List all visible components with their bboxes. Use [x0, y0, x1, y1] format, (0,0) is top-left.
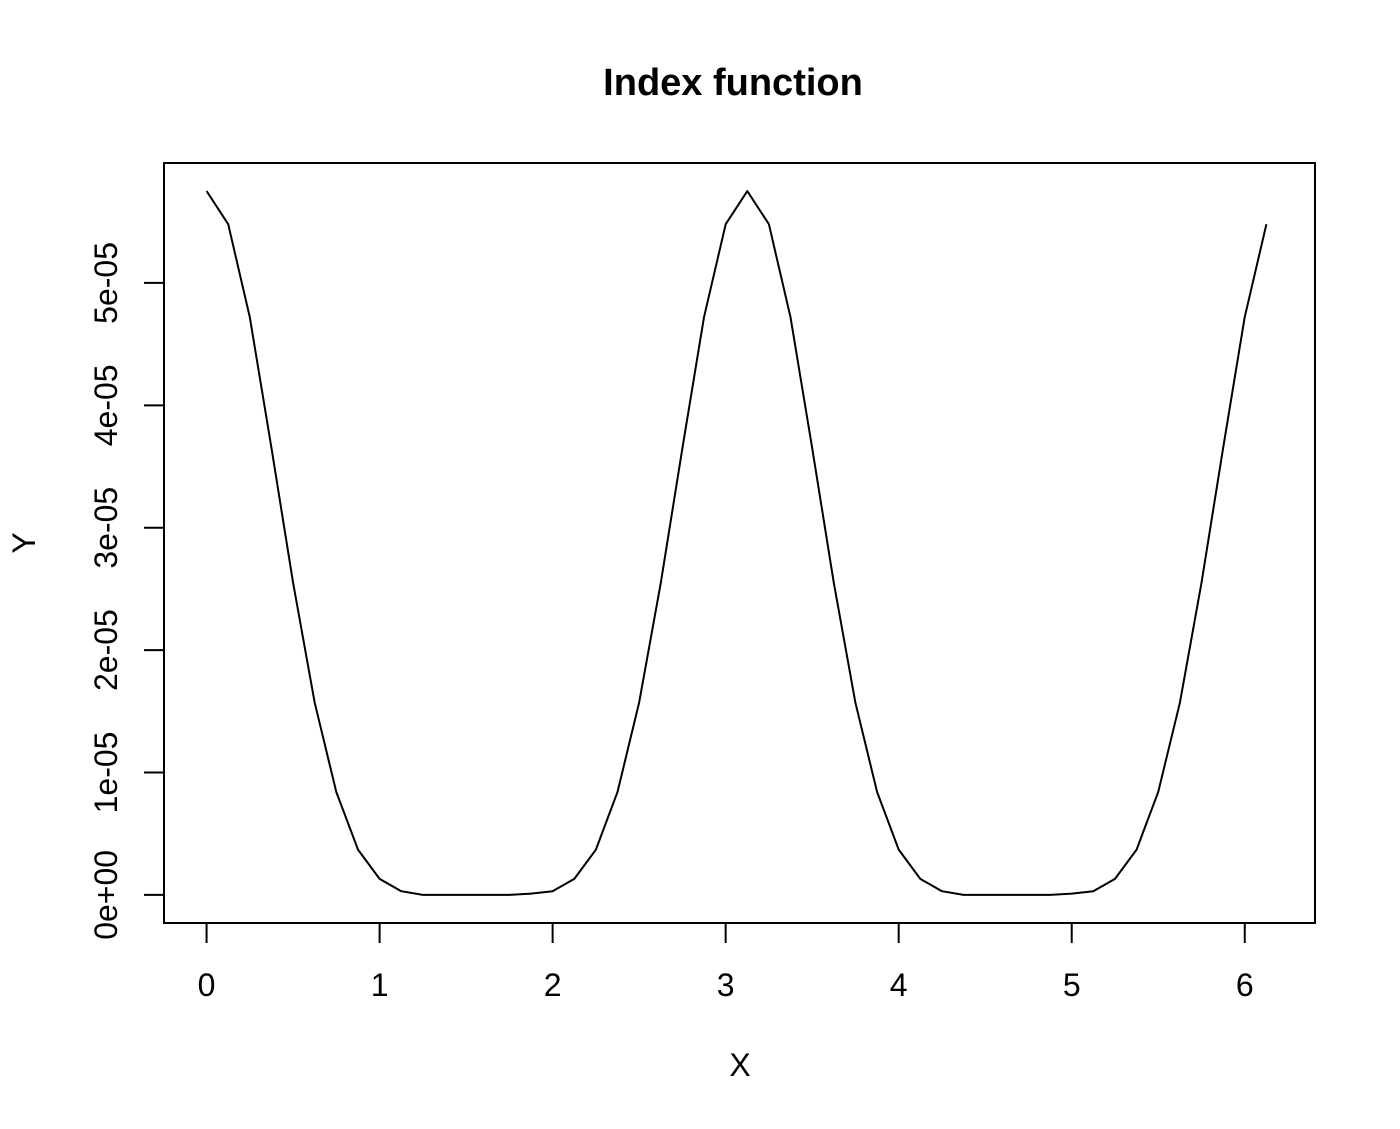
x-axis-label: X: [729, 1047, 750, 1083]
x-tick-label: 4: [890, 967, 908, 1003]
y-axis-label: Y: [6, 532, 42, 553]
chart-title: Index function: [603, 62, 863, 104]
x-tick-label: 5: [1063, 967, 1081, 1003]
plot-frame: [163, 162, 1316, 924]
x-tick-label: 2: [544, 967, 562, 1003]
y-tick-label: 3e-05: [88, 487, 124, 569]
y-axis: 0e+00 1e-05 2e-05 3e-05 4e-05 5e-05: [88, 242, 165, 940]
y-tick-label: 1e-05: [88, 732, 124, 814]
x-tick-label: 1: [371, 967, 389, 1003]
y-tick-label: 2e-05: [88, 609, 124, 691]
data-points: [205, 189, 1269, 897]
x-tick-label: 0: [198, 967, 216, 1003]
y-tick-label: 0e+00: [88, 850, 124, 940]
x-tick-label: 6: [1236, 967, 1254, 1003]
series-line: [205, 190, 1268, 896]
y-tick-label: 5e-05: [88, 242, 124, 324]
y-tick-label: 4e-05: [88, 364, 124, 446]
x-axis: 0 1 2 3 4 5 6: [198, 922, 1254, 1003]
x-tick-label: 3: [717, 967, 735, 1003]
